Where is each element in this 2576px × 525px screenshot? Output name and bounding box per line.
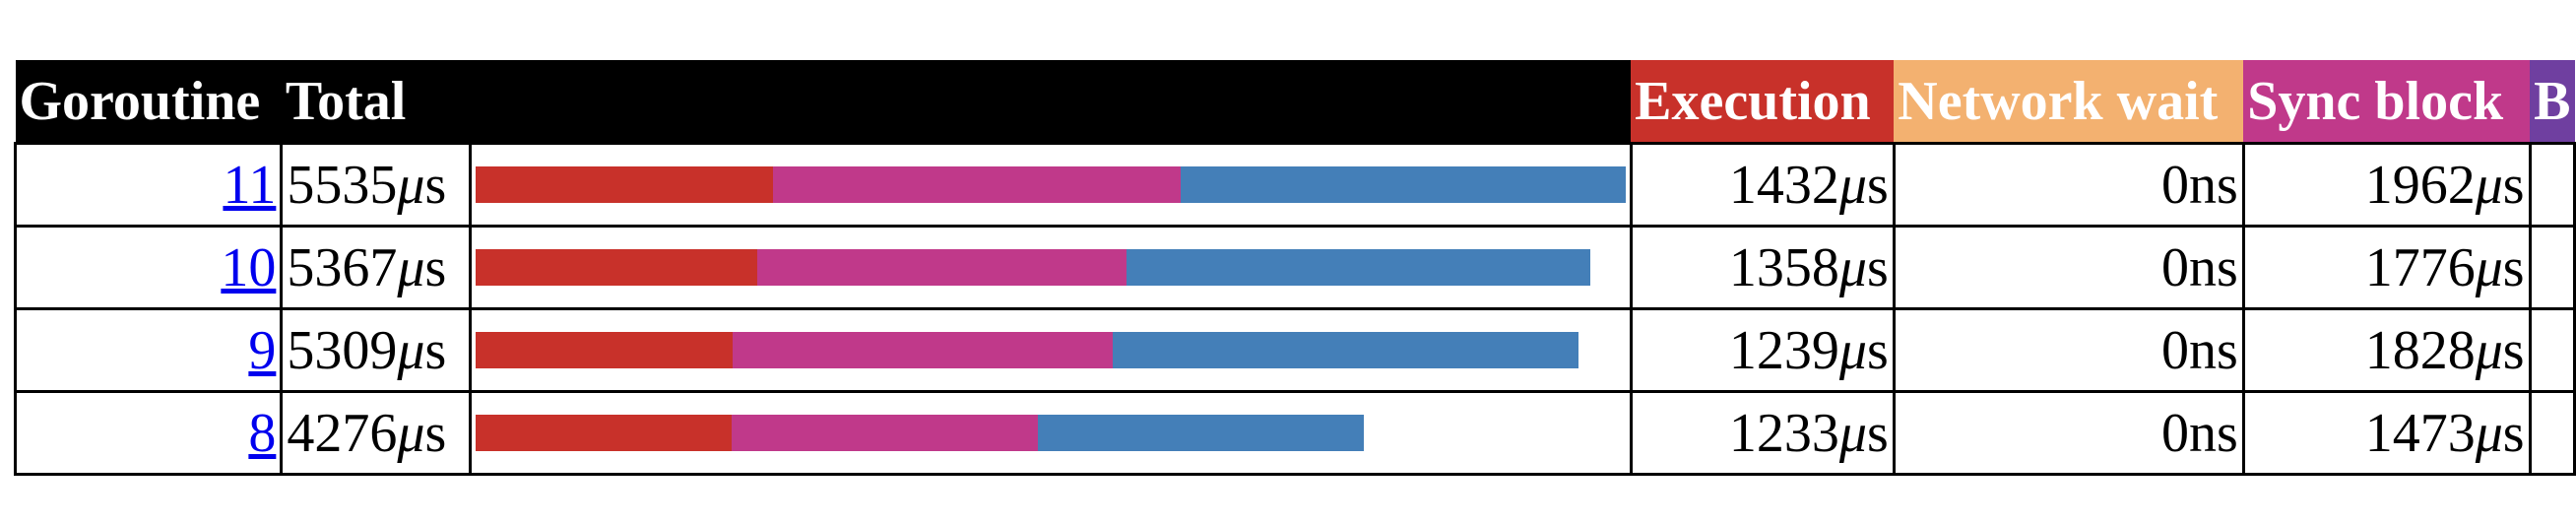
goroutine-id-cell: 10 (13, 225, 284, 310)
table-header-row: Goroutine Total Execution Network wait S… (15, 60, 2575, 144)
time-breakdown-bar (475, 332, 1626, 368)
sync-block-cell: 1473μs (2241, 390, 2532, 476)
goroutine-id-cell: 11 (13, 142, 284, 228)
total-cell: 5535μs (280, 142, 472, 228)
goroutine-id-link[interactable]: 8 (248, 402, 277, 464)
goroutine-id-cell: 8 (13, 390, 284, 476)
network-wait-cell: 0ns (1892, 142, 2245, 228)
breakdown-cell (468, 142, 1633, 228)
sync-block-cell: 1962μs (2241, 142, 2532, 228)
column-header-truncated[interactable]: B (2530, 60, 2575, 144)
goroutine-id-cell: 9 (13, 307, 284, 393)
bar-segment-execution (475, 166, 773, 203)
column-header-sync-block[interactable]: Sync block (2243, 60, 2531, 144)
column-header-total[interactable]: Total (281, 60, 471, 144)
execution-cell: 1432μs (1629, 142, 1896, 228)
bar-segment-scheduler-wait (1126, 249, 1591, 286)
network-wait-cell: 0ns (1892, 390, 2245, 476)
bar-segment-scheduler-wait (1180, 166, 1626, 203)
breakdown-cell (468, 307, 1633, 393)
bar-segment-scheduler-wait (1037, 415, 1364, 451)
breakdown-cell (468, 390, 1633, 476)
table-row: 10 5367μs 1358μs 0ns 1776μs (13, 225, 2576, 310)
column-header-goroutine[interactable]: Goroutine (15, 60, 282, 144)
execution-cell: 1239μs (1629, 307, 1896, 393)
execution-cell: 1233μs (1629, 390, 1896, 476)
truncated-cell (2528, 225, 2576, 310)
bar-segment-execution (475, 415, 732, 451)
breakdown-cell (468, 225, 1633, 310)
time-breakdown-bar (475, 249, 1626, 286)
sync-block-cell: 1828μs (2241, 307, 2532, 393)
goroutine-id-link[interactable]: 11 (223, 154, 277, 216)
time-breakdown-bar (475, 166, 1626, 203)
bar-segment-sync-block (757, 249, 1127, 286)
network-wait-cell: 0ns (1892, 225, 2245, 310)
table-row: 9 5309μs 1239μs 0ns 1828μs (13, 307, 2576, 393)
bar-segment-sync-block (772, 166, 1181, 203)
bar-segment-sync-block (731, 415, 1038, 451)
column-header-network-wait[interactable]: Network wait (1894, 60, 2244, 144)
total-cell: 4276μs (280, 390, 472, 476)
goroutine-id-link[interactable]: 10 (221, 236, 277, 298)
network-wait-cell: 0ns (1892, 307, 2245, 393)
total-cell: 5309μs (280, 307, 472, 393)
truncated-cell (2528, 142, 2576, 228)
bar-segment-sync-block (733, 332, 1113, 368)
column-header-execution[interactable]: Execution (1631, 60, 1895, 144)
sync-block-cell: 1776μs (2241, 225, 2532, 310)
execution-cell: 1358μs (1629, 225, 1896, 310)
truncated-cell (2528, 307, 2576, 393)
bar-segment-execution (475, 249, 758, 286)
goroutine-table: Goroutine Total Execution Network wait S… (13, 60, 2576, 476)
goroutine-table-container: Goroutine Total Execution Network wait S… (13, 60, 2576, 476)
goroutine-id-link[interactable]: 9 (248, 319, 277, 381)
time-breakdown-bar (475, 415, 1626, 451)
table-row: 11 5535μs 1432μs 0ns 1962μs (13, 142, 2576, 228)
bar-segment-execution (475, 332, 734, 368)
table-row: 8 4276μs 1233μs 0ns 1473μs (13, 390, 2576, 476)
total-cell: 5367μs (280, 225, 472, 310)
column-header-breakdown (470, 60, 1632, 144)
bar-segment-scheduler-wait (1112, 332, 1578, 368)
truncated-cell (2528, 390, 2576, 476)
